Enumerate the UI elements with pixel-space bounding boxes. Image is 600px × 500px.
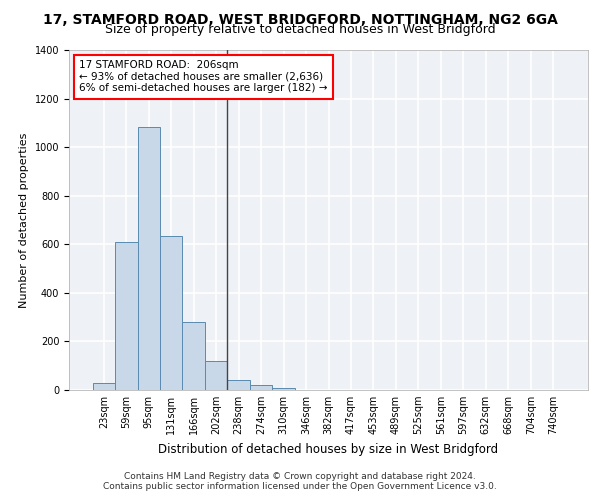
Text: 17, STAMFORD ROAD, WEST BRIDGFORD, NOTTINGHAM, NG2 6GA: 17, STAMFORD ROAD, WEST BRIDGFORD, NOTTI…	[43, 12, 557, 26]
Bar	[182, 322, 205, 390]
Y-axis label: Number of detached properties: Number of detached properties	[19, 132, 29, 308]
Bar	[205, 361, 227, 390]
Text: Size of property relative to detached houses in West Bridgford: Size of property relative to detached ho…	[104, 22, 496, 36]
Bar	[250, 385, 272, 390]
Bar	[272, 388, 295, 390]
Bar	[137, 126, 160, 390]
Text: Contains HM Land Registry data © Crown copyright and database right 2024.: Contains HM Land Registry data © Crown c…	[124, 472, 476, 481]
Bar	[115, 242, 137, 390]
Text: 17 STAMFORD ROAD:  206sqm
← 93% of detached houses are smaller (2,636)
6% of sem: 17 STAMFORD ROAD: 206sqm ← 93% of detach…	[79, 60, 328, 94]
Bar	[92, 382, 115, 390]
Bar	[160, 236, 182, 390]
Bar	[227, 380, 250, 390]
Text: Contains public sector information licensed under the Open Government Licence v3: Contains public sector information licen…	[103, 482, 497, 491]
X-axis label: Distribution of detached houses by size in West Bridgford: Distribution of detached houses by size …	[158, 442, 499, 456]
